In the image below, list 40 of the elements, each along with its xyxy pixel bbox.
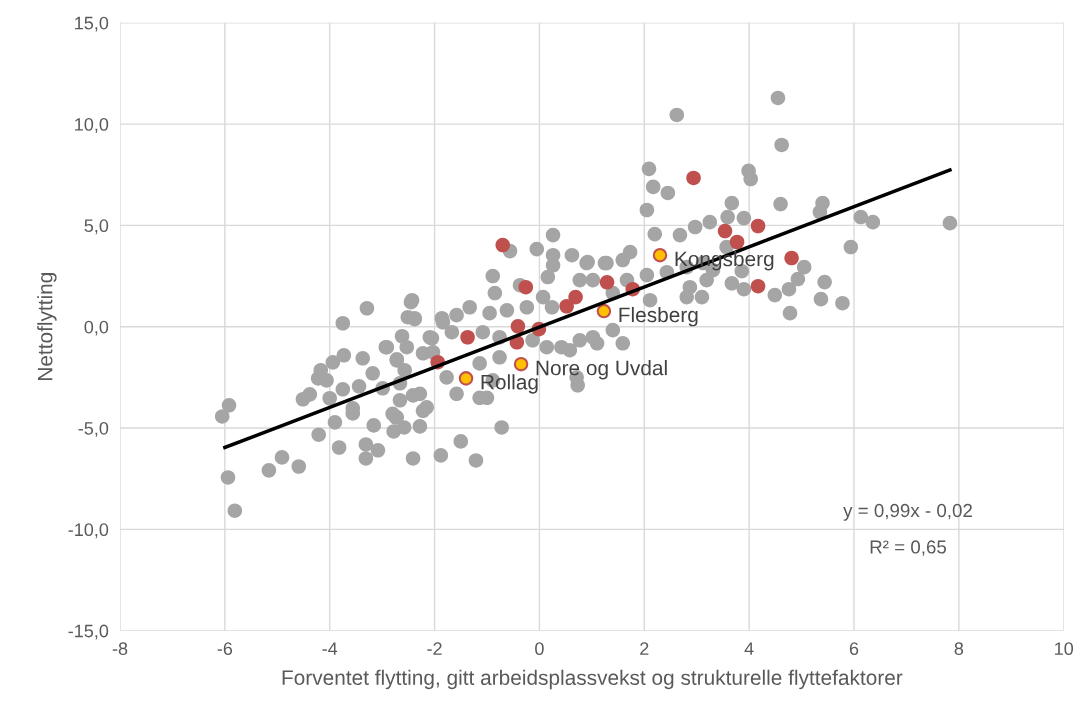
x-tick-label: -4 bbox=[322, 642, 338, 655]
point bbox=[750, 218, 766, 234]
point bbox=[510, 319, 526, 334]
x-axis-title: Forventet flytting, gitt arbeidsplassvekst og strukturelle flyttefaktorer bbox=[282, 669, 903, 690]
point bbox=[599, 275, 615, 290]
point bbox=[717, 223, 733, 239]
annotation: R² = 0,65 bbox=[870, 540, 947, 556]
point bbox=[784, 250, 799, 266]
x-tick-label: 8 bbox=[954, 642, 964, 656]
y-tick-label: 0,0 bbox=[84, 320, 109, 336]
point bbox=[495, 237, 510, 253]
x-tick-label: 2 bbox=[640, 642, 649, 655]
point bbox=[686, 170, 701, 186]
y-axis-title: Nettoflytting bbox=[37, 273, 57, 380]
x-tick-label: -6 bbox=[217, 642, 233, 656]
point bbox=[518, 279, 534, 295]
annotation: Rollag bbox=[481, 374, 538, 394]
x-tick-label: 4 bbox=[744, 642, 754, 655]
annotation: Flesberg bbox=[619, 306, 698, 327]
point bbox=[652, 247, 668, 263]
x-tick-label: 6 bbox=[849, 642, 859, 656]
point bbox=[750, 278, 766, 294]
x-tick-label: -8 bbox=[112, 642, 128, 656]
point bbox=[559, 298, 574, 314]
x-tick-label: 0 bbox=[535, 642, 544, 656]
y-tick-label: 5,0 bbox=[84, 219, 109, 235]
point bbox=[513, 356, 529, 372]
point bbox=[729, 234, 745, 250]
x-tick-label: -2 bbox=[427, 642, 442, 655]
point bbox=[568, 289, 583, 305]
y-tick-label: -5,0 bbox=[78, 421, 109, 437]
point bbox=[596, 303, 612, 319]
x-tick-label: 10 bbox=[1055, 642, 1074, 656]
y-tick-label: 10,0 bbox=[75, 118, 109, 133]
y-tick-label: -15,0 bbox=[68, 624, 109, 640]
point bbox=[460, 329, 475, 345]
y-tick-label: 15,0 bbox=[75, 16, 109, 32]
point bbox=[458, 371, 474, 386]
y-tick-label: -10,0 bbox=[68, 523, 109, 539]
annotation: y = 0,99x - 0,02 bbox=[843, 503, 972, 521]
